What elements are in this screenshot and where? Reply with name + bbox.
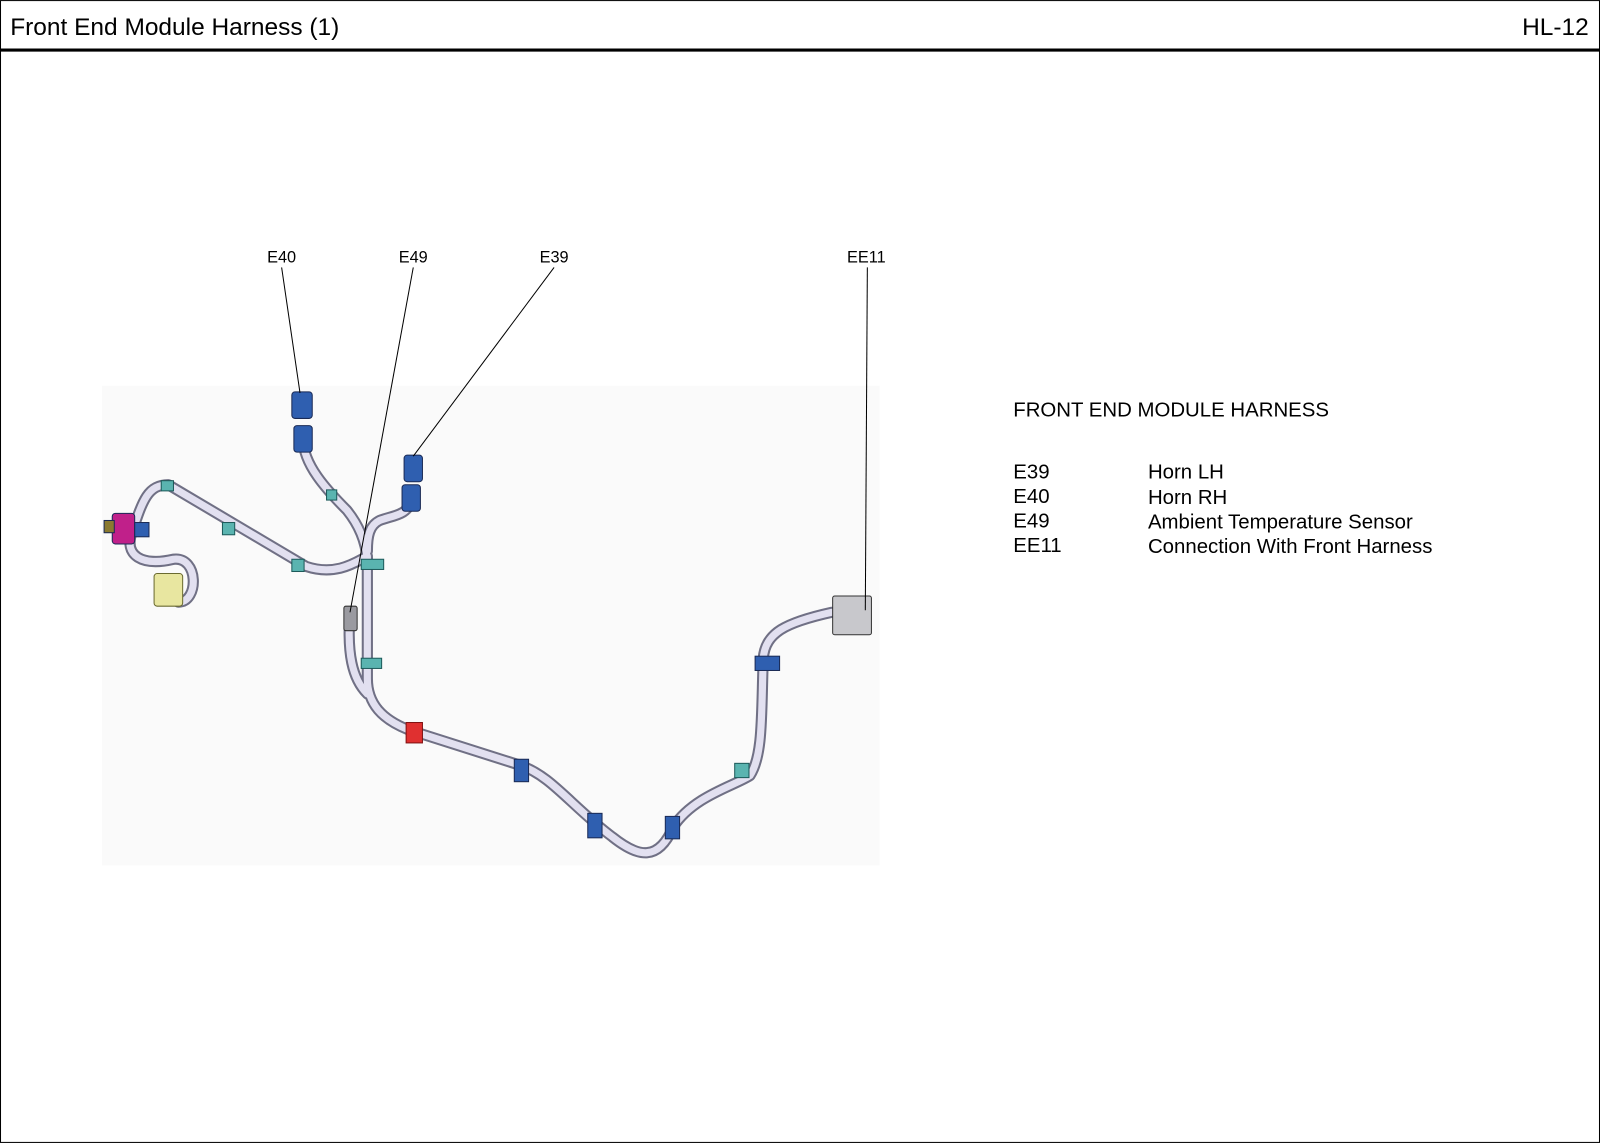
harness-illustration: [102, 385, 880, 866]
legend-code: E39: [1013, 462, 1049, 484]
header-code: HL-12: [1522, 14, 1589, 41]
legend: FRONT END MODULE HARNESS E39 Horn LH E40…: [1013, 399, 1432, 558]
legend-code: EE11: [1013, 535, 1061, 557]
callout-label: EE11: [847, 248, 886, 266]
legend-title: FRONT END MODULE HARNESS: [1013, 399, 1329, 421]
legend-description: Ambient Temperature Sensor: [1148, 512, 1413, 534]
callout-label: E39: [540, 248, 569, 266]
clips: [160, 480, 781, 840]
header-title: Front End Module Harness (1): [10, 14, 339, 41]
callout-label: E49: [399, 248, 428, 266]
legend-code: E49: [1013, 511, 1049, 533]
callout-label: E40: [267, 248, 296, 266]
legend-description: Connection With Front Harness: [1148, 536, 1432, 558]
leader-lines: [281, 267, 868, 613]
legend-code: E40: [1013, 486, 1049, 508]
legend-description: Horn RH: [1148, 487, 1227, 509]
illustration-background: [102, 385, 880, 866]
connectors: [103, 391, 872, 636]
legend-description: Horn LH: [1148, 462, 1224, 484]
